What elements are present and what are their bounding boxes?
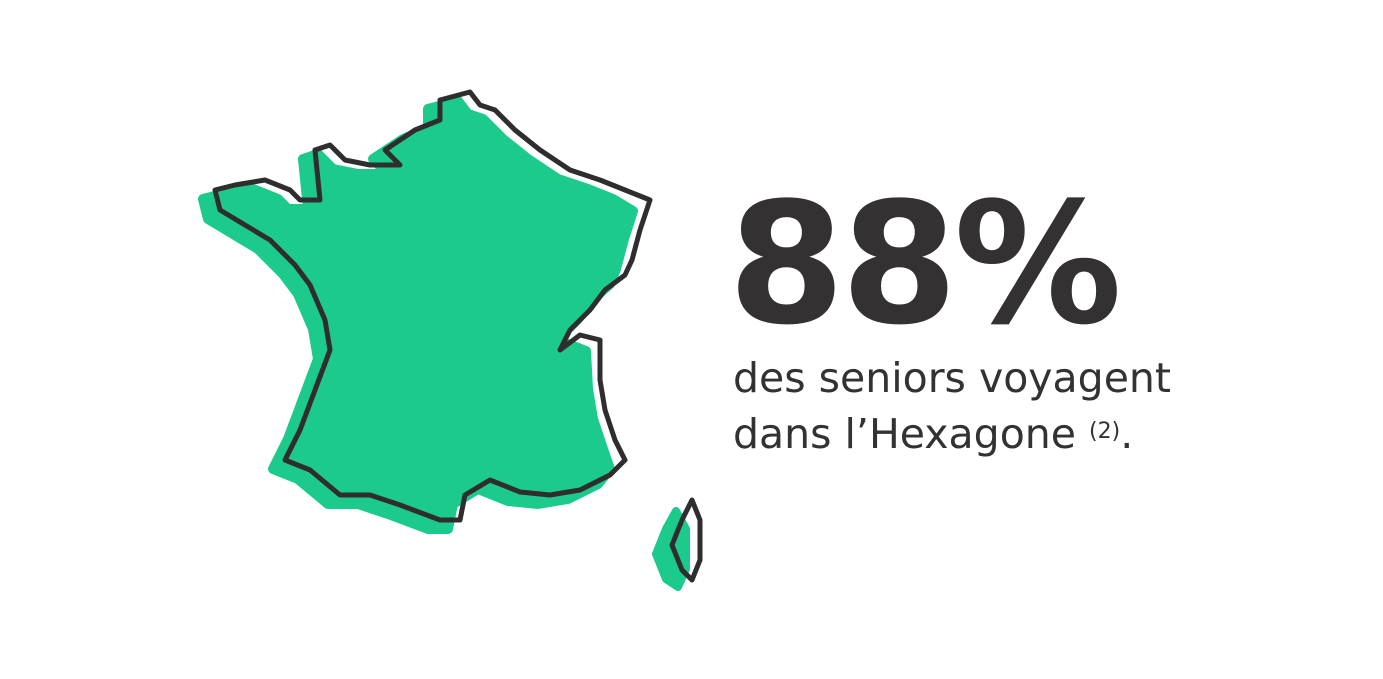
- stat-caption: des seniors voyagent dans l’Hexagone (2)…: [733, 350, 1171, 462]
- france-outline: [212, 89, 653, 523]
- caption-text: dans l’Hexagone: [733, 410, 1090, 458]
- caption-period: .: [1120, 410, 1134, 458]
- france-fill: [198, 96, 638, 534]
- caption-line-1: des seniors voyagent: [733, 354, 1171, 402]
- corsica-outline: [669, 497, 703, 583]
- stat-value: 88%: [728, 166, 1122, 362]
- footnote-ref: (2): [1089, 419, 1121, 444]
- caption-line-2: dans l’Hexagone (2).: [733, 406, 1171, 462]
